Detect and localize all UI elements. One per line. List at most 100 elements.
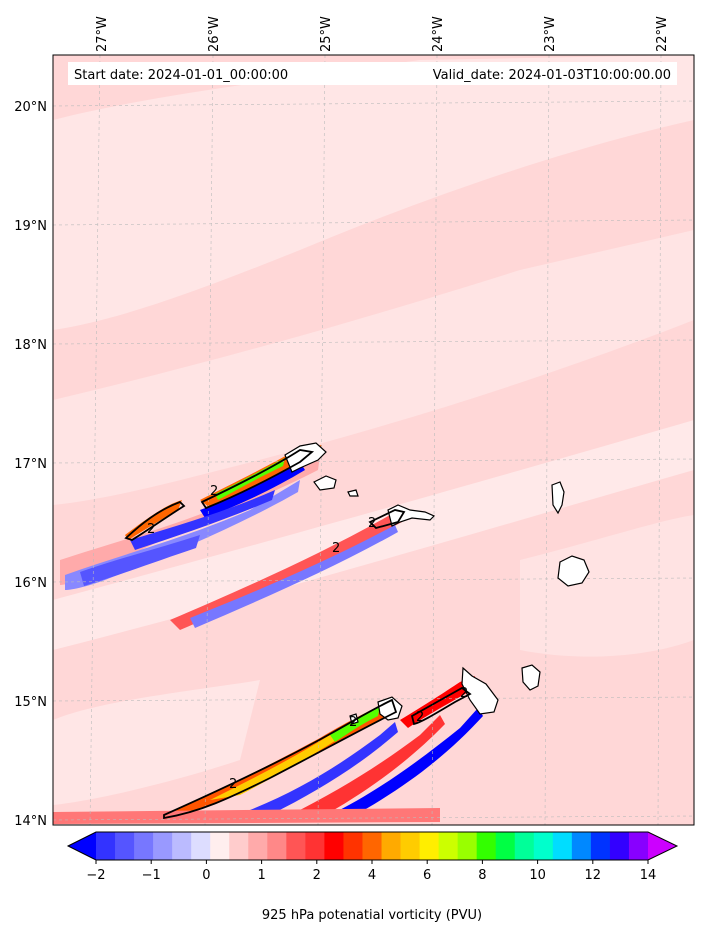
- lat-label: 18°N: [14, 338, 47, 353]
- graticule: [52, 54, 695, 826]
- island-santa-luzia: [347, 489, 359, 497]
- colorbar-cell: [134, 832, 154, 860]
- colorbar-cell: [305, 832, 326, 860]
- map-panel: 2 2 2 2 2 2 2 2 Start date: 2024-01-01_0…: [52, 54, 695, 826]
- colorbar-tick-label: 10: [529, 868, 546, 883]
- colorbar-ticks: −2 −1 0 1 2 4 6 8 10 12 14: [86, 860, 656, 883]
- contour-label: 2: [332, 541, 340, 556]
- colorbar-cell: [362, 832, 383, 860]
- colorbar-extend-max: [648, 832, 677, 860]
- light-patch-sw: [53, 680, 260, 805]
- wake-orange-1: [125, 500, 182, 540]
- date-header-box: [68, 62, 677, 85]
- light-band-mid: [53, 230, 694, 505]
- colorbar-cell: [419, 832, 440, 860]
- contour-label: 2: [349, 715, 357, 730]
- lon-label: 27°W: [95, 16, 110, 52]
- colorbar-tick-label: 0: [202, 868, 210, 883]
- colorbar-tick-label: 6: [423, 868, 431, 883]
- start-date: Start date: 2024-01-01_00:00:00: [74, 68, 288, 83]
- wake-red-1: [60, 455, 320, 585]
- colorbar-cell: [381, 832, 402, 860]
- colorbar-cell: [343, 832, 364, 860]
- latitude-labels: 20°N 19°N 18°N 17°N 16°N 15°N 14°N: [14, 100, 47, 829]
- colorbar-cell: [115, 832, 135, 860]
- island-sao-vicente: [313, 475, 337, 491]
- contour-labels: 2 2 2 2 2 2 2 2: [147, 484, 468, 792]
- colorbar-tick-label: 2: [313, 868, 321, 883]
- colorbar-cell: [457, 832, 478, 860]
- colorbar-tick-label: 8: [478, 868, 486, 883]
- colorbar-cell: [229, 832, 249, 860]
- valid-date: Valid_date: 2024-01-03T10:00:00.00: [433, 68, 671, 83]
- colorbar-cell: [571, 832, 592, 860]
- colorbar-tick-label: −1: [142, 868, 161, 883]
- wake-blue-1b: [80, 535, 200, 586]
- lon-label: 26°W: [207, 16, 222, 52]
- contour-label: 2: [147, 522, 155, 537]
- colorbar-cell: [438, 832, 459, 860]
- light-patch-e: [520, 515, 694, 657]
- lat-label: 15°N: [14, 695, 47, 710]
- lat-label: 14°N: [14, 814, 47, 829]
- pv-field: [53, 55, 694, 824]
- wake-blue-4: [190, 525, 398, 628]
- colorbar-cells: [96, 832, 649, 860]
- colorbar-extend-min: [68, 832, 96, 860]
- contour-label: 2: [368, 516, 376, 531]
- colorbar-cell: [628, 832, 649, 860]
- island-sal: [551, 481, 565, 515]
- colorbar-tick-label: 12: [585, 868, 602, 883]
- wake-blue-2: [200, 462, 305, 518]
- pv-contours: [124, 449, 472, 820]
- lat-label: 20°N: [14, 100, 47, 115]
- colorbar-cell: [552, 832, 573, 860]
- wake-green-2: [330, 706, 380, 742]
- colorbar-cell: [172, 832, 192, 860]
- lon-label: 23°W: [543, 16, 558, 52]
- island-maio: [521, 664, 541, 691]
- colorbar-tick-label: 4: [368, 868, 376, 883]
- lat-label: 16°N: [14, 576, 47, 591]
- island-boa-vista: [557, 555, 590, 587]
- contour-label: 2: [229, 777, 237, 792]
- colorbar-tick-label: −2: [86, 868, 105, 883]
- colorbar-cell: [590, 832, 611, 860]
- colorbar-cell: [609, 832, 630, 860]
- longitude-labels: 27°W 26°W 25°W 24°W 23°W 22°W: [95, 16, 670, 52]
- lat-label: 17°N: [14, 457, 47, 472]
- colorbar-cell: [533, 832, 554, 860]
- map-frame: [52, 54, 695, 826]
- colorbar-cell: [191, 832, 211, 860]
- lat-label: 19°N: [14, 219, 47, 234]
- colorbar-cell: [286, 832, 306, 860]
- wake-red-2: [170, 512, 405, 630]
- lon-label: 24°W: [431, 16, 446, 52]
- light-band-north: [53, 55, 694, 330]
- colorbar-tick-label: 1: [257, 868, 265, 883]
- lon-label: 25°W: [319, 16, 334, 52]
- colorbar-cell: [96, 832, 116, 860]
- contour-label: 2: [210, 484, 218, 499]
- colorbar-tick-label: 14: [640, 868, 657, 883]
- island-fogo: [377, 696, 403, 721]
- colorbar: −2 −1 0 1 2 4 6 8 10 12 14 925 hPa potenatial vort…: [66, 831, 679, 923]
- wake-blue-5: [250, 722, 398, 815]
- contour-label: 2: [416, 710, 424, 725]
- contour-label: 2: [460, 686, 468, 701]
- colorbar-cell: [267, 832, 287, 860]
- colorbar-label: 925 hPa potenatial vorticity (PVU): [262, 908, 482, 923]
- wake-blue-3: [130, 490, 275, 550]
- colorbar-cell: [400, 832, 421, 860]
- wake-red-3: [290, 715, 445, 818]
- colorbar-cell: [476, 832, 497, 860]
- colorbar-cell: [495, 832, 516, 860]
- colorbar-cell: [248, 832, 268, 860]
- colorbar-cell: [514, 832, 535, 860]
- colorbar-cell: [324, 832, 345, 860]
- colorbar-cell: [210, 832, 230, 860]
- lon-label: 22°W: [655, 16, 670, 52]
- south-edge-band: [53, 808, 440, 824]
- colorbar-cell: [153, 832, 173, 860]
